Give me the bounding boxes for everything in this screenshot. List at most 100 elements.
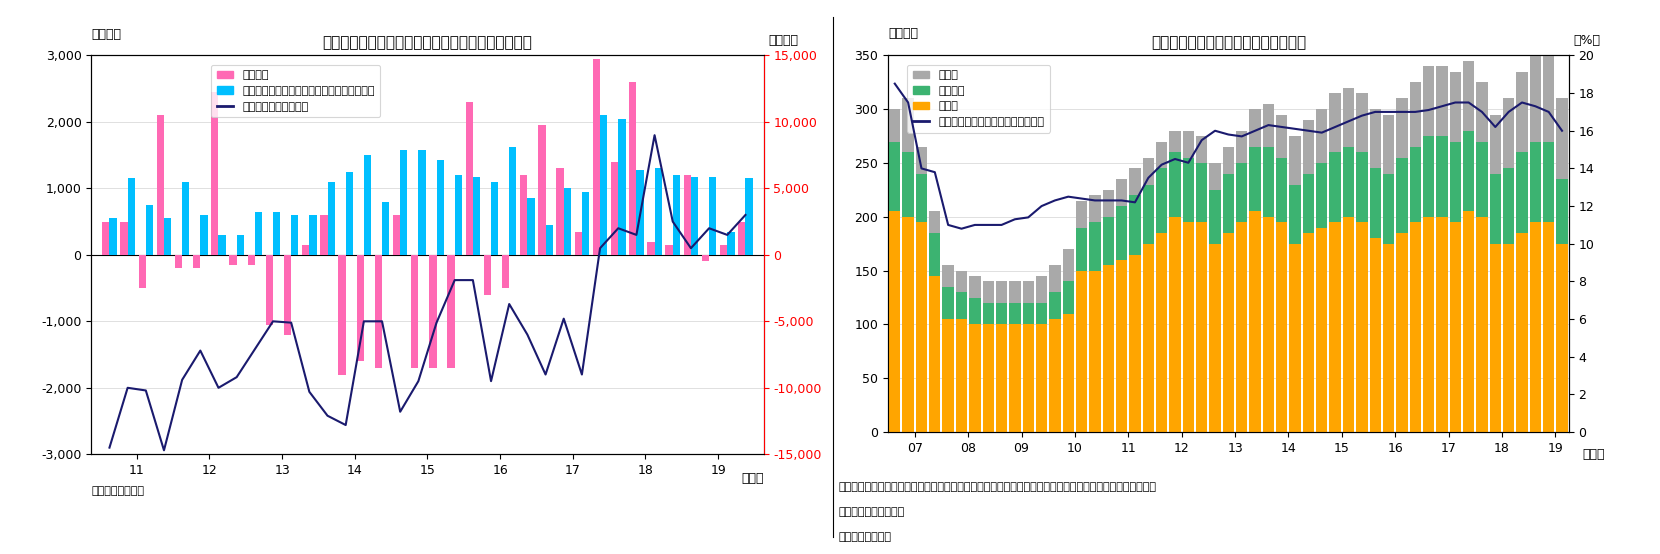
Bar (266, 255, 272, 325)
Bar (739, 222, 745, 255)
Bar (1330, 152, 1341, 222)
Bar (1049, 319, 1061, 432)
Bar (672, 175, 681, 255)
Bar (1316, 228, 1328, 432)
Bar (284, 255, 290, 335)
Bar (1409, 83, 1421, 147)
Bar (1303, 174, 1315, 233)
Bar (1502, 168, 1514, 244)
Bar (1396, 158, 1408, 233)
Bar (684, 175, 691, 255)
Bar (1197, 163, 1207, 222)
Bar (1489, 115, 1501, 174)
Bar (1516, 152, 1527, 233)
Bar (501, 255, 510, 288)
Bar (393, 215, 400, 255)
Bar (1062, 314, 1074, 432)
Bar (146, 205, 153, 255)
Bar (455, 175, 461, 255)
Bar (593, 59, 599, 255)
Bar (1557, 99, 1567, 179)
Bar (483, 255, 491, 295)
Bar (1036, 276, 1047, 303)
Bar (916, 174, 928, 222)
Bar (1383, 244, 1394, 432)
Bar (1237, 163, 1247, 222)
Bar (1343, 147, 1355, 217)
Bar (1197, 136, 1207, 163)
Bar (1449, 71, 1461, 141)
Bar (382, 202, 390, 255)
Bar (969, 276, 981, 297)
Bar (1155, 168, 1167, 233)
Bar (996, 303, 1008, 325)
Bar (1544, 222, 1554, 432)
Bar (375, 255, 382, 368)
Bar (1223, 147, 1233, 174)
Bar (1009, 325, 1021, 432)
Bar (956, 292, 968, 319)
Bar (1076, 228, 1087, 271)
Bar (1423, 217, 1434, 432)
Bar (1210, 163, 1220, 190)
Bar (574, 232, 583, 255)
Bar (183, 182, 189, 255)
Title: （図表８）外貨預金・確定拠出年金・国債のフロー: （図表８）外貨預金・確定拠出年金・国債のフロー (322, 35, 533, 50)
Bar (1089, 222, 1101, 271)
Text: （資料）日本銀行: （資料）日本銀行 (838, 532, 891, 542)
Bar (1102, 265, 1114, 432)
Bar (520, 175, 528, 255)
Bar (164, 218, 171, 255)
Bar (1544, 50, 1554, 141)
Bar (302, 245, 309, 255)
Bar (538, 125, 546, 255)
Bar (1383, 115, 1394, 174)
Bar (1197, 222, 1207, 432)
Bar (174, 255, 183, 268)
Bar (727, 232, 734, 255)
Bar (691, 177, 699, 255)
Bar (1290, 136, 1301, 184)
Bar (666, 245, 672, 255)
Bar (890, 109, 900, 141)
Bar (1263, 147, 1275, 217)
Bar (400, 150, 407, 255)
Bar (890, 141, 900, 212)
Bar (903, 217, 913, 432)
Bar (1529, 222, 1540, 432)
Bar (903, 99, 913, 152)
Bar (943, 265, 954, 287)
Bar (1223, 174, 1233, 233)
Bar (1316, 109, 1328, 163)
Bar (1370, 109, 1381, 168)
Bar (320, 215, 327, 255)
Bar (1169, 131, 1180, 152)
Bar (930, 212, 941, 233)
Bar (1223, 233, 1233, 432)
Bar (211, 92, 219, 255)
Bar (1023, 303, 1034, 325)
Bar (996, 325, 1008, 432)
Bar (247, 255, 256, 265)
Bar (969, 325, 981, 432)
Bar (1102, 190, 1114, 217)
Bar (1076, 271, 1087, 432)
Bar (709, 177, 717, 255)
Bar (1089, 196, 1101, 222)
Bar (1423, 136, 1434, 217)
Bar (983, 303, 994, 325)
Text: （億円）: （億円） (769, 34, 798, 47)
Bar (1116, 206, 1127, 260)
Bar (1409, 147, 1421, 222)
Bar (1489, 244, 1501, 432)
Bar (983, 325, 994, 432)
Bar (1516, 71, 1527, 152)
Bar (720, 245, 727, 255)
Bar (121, 222, 128, 255)
Bar (1502, 244, 1514, 432)
Bar (1076, 201, 1087, 228)
Text: （兆円）: （兆円） (888, 27, 918, 40)
Bar (1182, 158, 1194, 222)
Legend: その他, 投資信託, 株式等, 個人金融資産に占める割合（右軸）: その他, 投資信託, 株式等, 個人金融資産に占める割合（右軸） (908, 65, 1049, 132)
Text: （年）: （年） (1582, 449, 1605, 461)
